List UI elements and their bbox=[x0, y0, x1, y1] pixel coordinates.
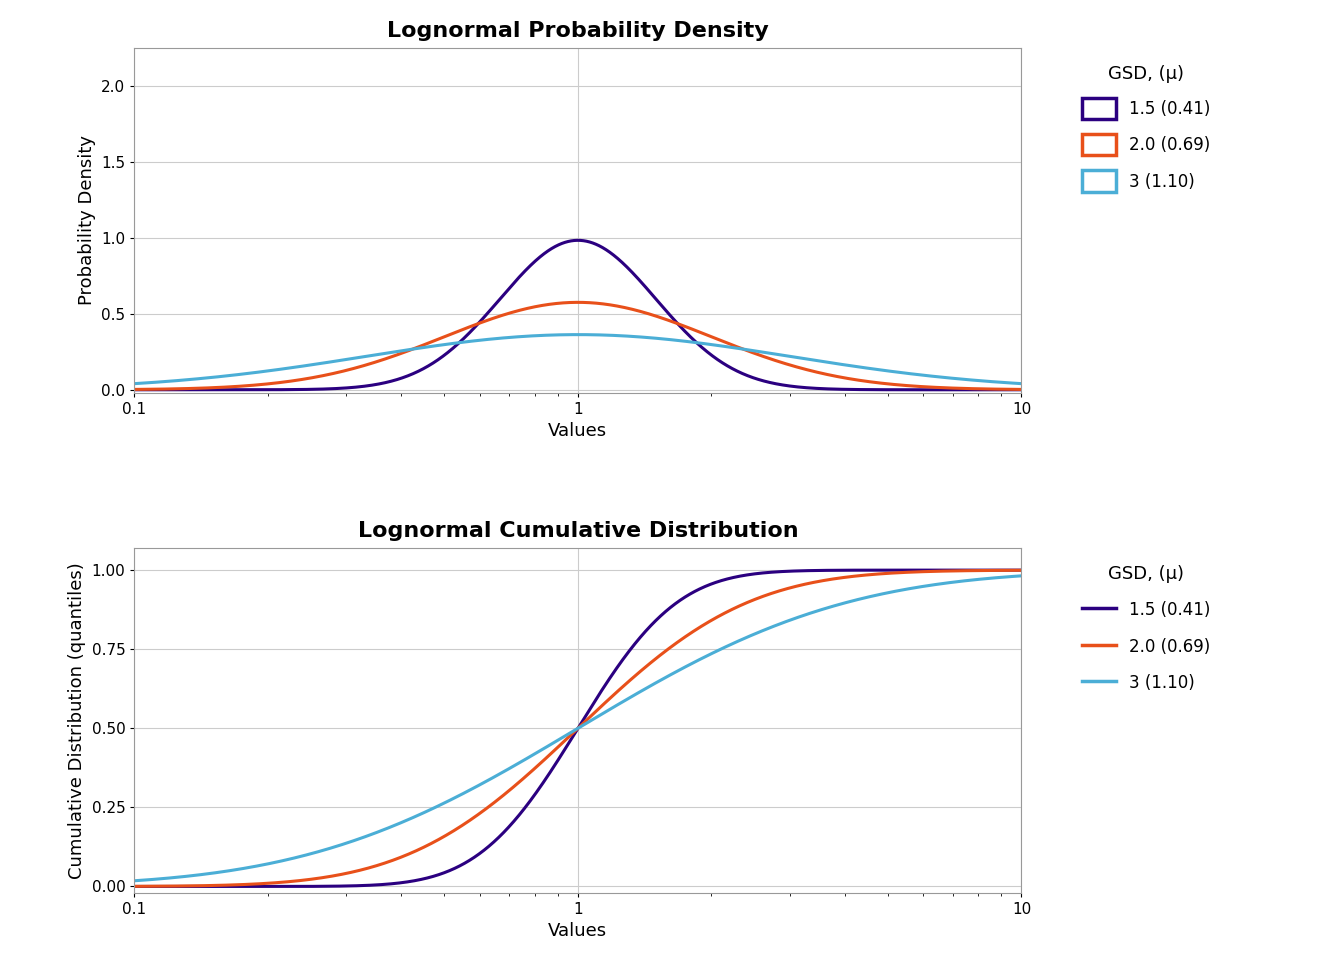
2.0 (0.69) bbox=[126, 880, 142, 892]
2.0 (0.69) bbox=[825, 573, 841, 585]
Y-axis label: Cumulative Distribution (quantiles): Cumulative Distribution (quantiles) bbox=[69, 562, 86, 878]
3 (1.10) bbox=[988, 572, 1004, 584]
2.0 (0.69) bbox=[988, 564, 1004, 576]
3 (1.10) bbox=[988, 376, 1004, 388]
1.5 (0.41) bbox=[172, 384, 188, 396]
1.5 (0.41) bbox=[172, 880, 188, 892]
3 (1.10) bbox=[172, 374, 188, 386]
1.5 (0.41) bbox=[558, 236, 574, 248]
3 (1.10) bbox=[988, 572, 1004, 584]
1.5 (0.41) bbox=[1013, 564, 1030, 576]
2.0 (0.69) bbox=[988, 383, 1004, 395]
2.0 (0.69) bbox=[558, 297, 574, 308]
1.5 (0.41) bbox=[570, 234, 586, 246]
2.0 (0.69) bbox=[534, 300, 550, 311]
2.0 (0.69) bbox=[172, 383, 188, 395]
Legend: 1.5 (0.41), 2.0 (0.69), 3 (1.10): 1.5 (0.41), 2.0 (0.69), 3 (1.10) bbox=[1074, 556, 1219, 701]
2.0 (0.69) bbox=[126, 384, 142, 396]
3 (1.10) bbox=[570, 329, 586, 341]
X-axis label: Values: Values bbox=[548, 422, 607, 441]
1.5 (0.41) bbox=[825, 564, 841, 576]
Y-axis label: Probability Density: Probability Density bbox=[78, 135, 95, 305]
1.5 (0.41) bbox=[534, 779, 550, 790]
2.0 (0.69) bbox=[534, 756, 550, 767]
Title: Lognormal Probability Density: Lognormal Probability Density bbox=[387, 21, 769, 41]
3 (1.10) bbox=[1013, 378, 1030, 390]
Line: 1.5 (0.41): 1.5 (0.41) bbox=[134, 570, 1021, 886]
1.5 (0.41) bbox=[126, 384, 142, 396]
2.0 (0.69) bbox=[825, 370, 841, 381]
1.5 (0.41) bbox=[988, 384, 1004, 396]
1.5 (0.41) bbox=[988, 564, 1004, 576]
2.0 (0.69) bbox=[988, 383, 1004, 395]
Line: 2.0 (0.69): 2.0 (0.69) bbox=[134, 570, 1021, 886]
3 (1.10) bbox=[1013, 570, 1030, 582]
2.0 (0.69) bbox=[558, 734, 574, 746]
1.5 (0.41) bbox=[1013, 384, 1030, 396]
1.5 (0.41) bbox=[988, 564, 1004, 576]
Line: 1.5 (0.41): 1.5 (0.41) bbox=[134, 240, 1021, 390]
1.5 (0.41) bbox=[558, 742, 574, 754]
2.0 (0.69) bbox=[570, 297, 586, 308]
1.5 (0.41) bbox=[534, 250, 550, 261]
3 (1.10) bbox=[534, 744, 550, 756]
3 (1.10) bbox=[126, 875, 142, 886]
Line: 3 (1.10): 3 (1.10) bbox=[134, 576, 1021, 880]
2.0 (0.69) bbox=[1013, 384, 1030, 396]
1.5 (0.41) bbox=[126, 880, 142, 892]
3 (1.10) bbox=[825, 357, 841, 369]
X-axis label: Values: Values bbox=[548, 923, 607, 941]
3 (1.10) bbox=[172, 872, 188, 883]
3 (1.10) bbox=[988, 376, 1004, 388]
2.0 (0.69) bbox=[988, 564, 1004, 576]
3 (1.10) bbox=[558, 730, 574, 741]
2.0 (0.69) bbox=[172, 880, 188, 892]
2.0 (0.69) bbox=[1013, 564, 1030, 576]
3 (1.10) bbox=[825, 601, 841, 612]
Line: 3 (1.10): 3 (1.10) bbox=[134, 335, 1021, 384]
1.5 (0.41) bbox=[825, 383, 841, 395]
3 (1.10) bbox=[126, 378, 142, 390]
Legend: 1.5 (0.41), 2.0 (0.69), 3 (1.10): 1.5 (0.41), 2.0 (0.69), 3 (1.10) bbox=[1074, 57, 1219, 201]
1.5 (0.41) bbox=[988, 384, 1004, 396]
3 (1.10) bbox=[558, 329, 574, 341]
Title: Lognormal Cumulative Distribution: Lognormal Cumulative Distribution bbox=[358, 521, 798, 540]
3 (1.10) bbox=[534, 329, 550, 341]
Line: 2.0 (0.69): 2.0 (0.69) bbox=[134, 302, 1021, 390]
